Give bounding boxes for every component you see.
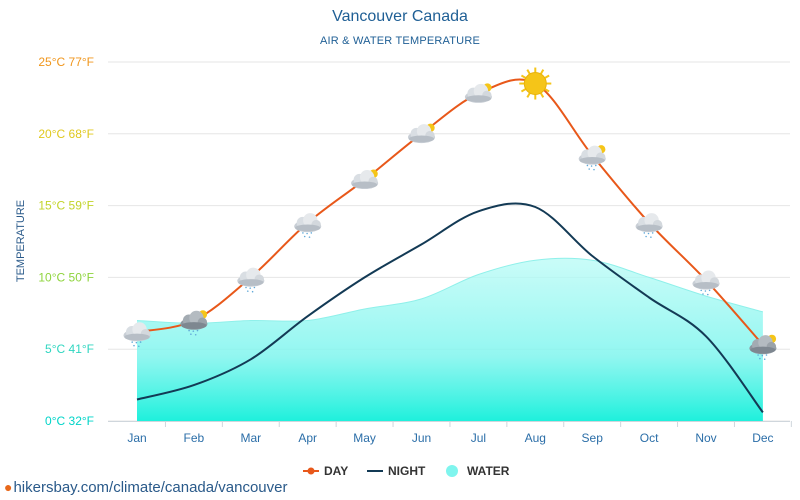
y-tick-label: 0°C 32°F xyxy=(45,414,94,428)
source-url: hikersbay.com/climate/canada/vancouver xyxy=(13,479,288,496)
x-tick-label: Oct xyxy=(640,431,659,445)
weather-icon-sun xyxy=(519,67,552,100)
series-water-area xyxy=(137,258,763,421)
weather-icon-cloud-sun xyxy=(351,169,379,190)
water-area xyxy=(136,257,764,421)
rain-icon xyxy=(586,164,597,171)
legend-marker xyxy=(307,467,315,475)
rain-icon xyxy=(643,232,654,238)
cloud-icon xyxy=(692,270,720,290)
legend: DAY NIGHT WATER xyxy=(303,464,510,478)
y-tick-label: 20°C 68°F xyxy=(38,127,94,141)
y-tick-label: 15°C 59°F xyxy=(38,199,94,213)
x-tick-label: Dec xyxy=(752,431,773,445)
y-tick-label: 5°C 41°F xyxy=(45,342,94,356)
map-pin-icon: ● xyxy=(4,479,13,495)
x-tick-label: Apr xyxy=(298,431,317,445)
cloud-icon xyxy=(635,213,663,233)
x-tick-label: Sep xyxy=(582,431,604,445)
cloud-icon xyxy=(237,267,265,287)
series-water-edge xyxy=(136,257,764,324)
weather-icon-cloud-rain xyxy=(237,267,265,293)
legend-label: WATER xyxy=(467,464,510,478)
series-night-line xyxy=(136,202,764,413)
x-tick-label: May xyxy=(353,431,376,445)
y-tick-label: 10°C 50°F xyxy=(38,270,94,284)
legend-item-night: NIGHT xyxy=(367,464,426,478)
legend-label: NIGHT xyxy=(388,464,426,478)
legend-label: DAY xyxy=(324,464,348,478)
x-tick-label: Mar xyxy=(240,431,261,445)
x-tick-label: Aug xyxy=(525,431,546,445)
weather-icon-cloud-rain xyxy=(294,213,322,238)
x-tick-label: Nov xyxy=(695,431,716,445)
x-tick-label: Feb xyxy=(184,431,205,445)
source-footer[interactable]: ●hikersbay.com/climate/canada/vancouver xyxy=(4,479,288,496)
chart-title: Vancouver Canada xyxy=(332,8,468,25)
x-tick-label: Jan xyxy=(127,431,146,445)
x-tick-label: Jun xyxy=(412,431,431,445)
weather-icon-cloud-sun xyxy=(464,83,492,103)
legend-item-day: DAY xyxy=(303,464,348,478)
x-tick-label: Jul xyxy=(471,431,486,445)
rain-icon xyxy=(245,286,256,293)
y-tick-label: 25°C 77°F xyxy=(38,55,94,69)
chart-subtitle: AIR & WATER TEMPERATURE xyxy=(319,35,481,47)
rain-icon xyxy=(302,232,313,238)
weather-icon-cloud-sun xyxy=(407,123,436,144)
weather-icons xyxy=(123,67,777,360)
legend-marker xyxy=(446,465,458,477)
axes: 0°C 32°F 5°C 41°F 10°C 50°F 15°C 59°F 20°C 6… xyxy=(15,55,792,445)
y-axis-label: TEMPERATURE xyxy=(15,200,27,282)
sun-disc xyxy=(523,72,547,96)
legend-item-water: WATER xyxy=(446,464,510,478)
